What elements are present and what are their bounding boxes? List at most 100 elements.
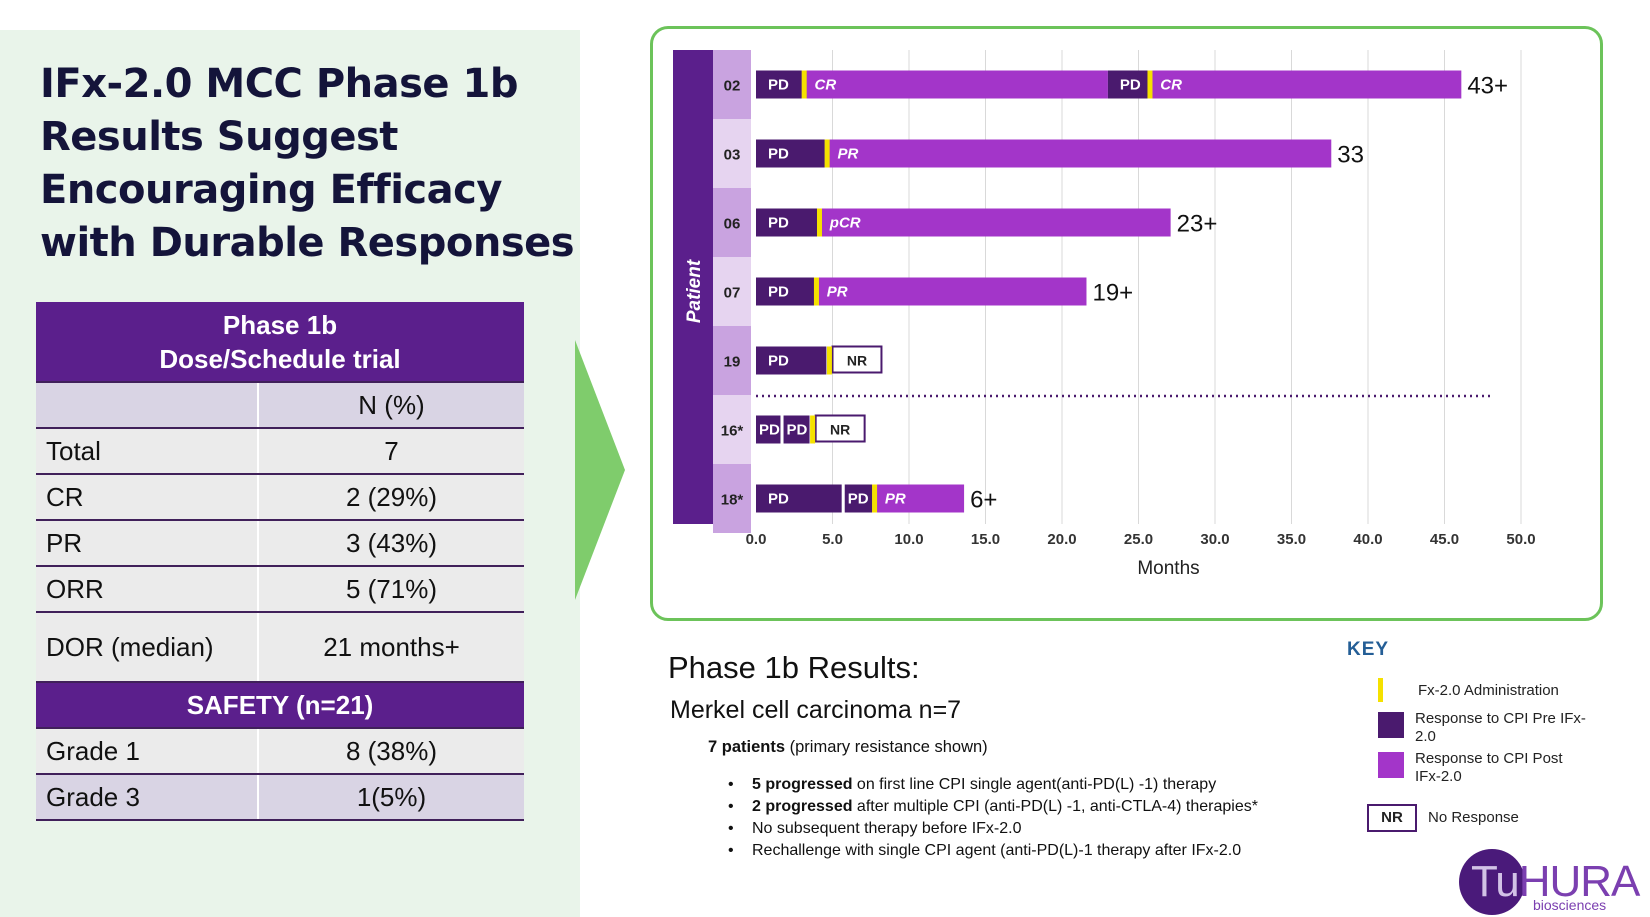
pre-bar <box>756 208 818 237</box>
bullet-text: Rechallenge with single CPI agent (anti-… <box>752 842 1242 859</box>
patient-id-label: 16* <box>721 423 744 440</box>
table-row: Total 7 <box>36 428 524 475</box>
row-label: Total <box>36 428 259 475</box>
row-label: CR <box>36 474 259 521</box>
admin-marker <box>824 139 830 168</box>
x-tick-label: 40.0 <box>1353 531 1382 548</box>
x-axis-label: Months <box>1137 558 1199 579</box>
row-label: PR <box>36 520 259 567</box>
patient-id-cell <box>713 50 751 119</box>
segment-label: PR <box>827 284 848 301</box>
x-tick-label: 50.0 <box>1506 531 1535 548</box>
bullet-text: after multiple CPI (anti-PD(L) -1, anti-… <box>852 798 1258 815</box>
pre-bar <box>1107 70 1148 99</box>
segment-label: CR <box>814 77 836 94</box>
results-bullets: 5 progressed on first line CPI single ag… <box>728 774 1288 862</box>
patient-id-label: 07 <box>724 285 741 302</box>
row-label: Grade 1 <box>36 728 259 775</box>
patient-id-label: 06 <box>724 216 741 233</box>
x-tick-label: 20.0 <box>1047 531 1076 548</box>
admin-marker <box>801 70 807 99</box>
patient-id-cell <box>713 464 751 533</box>
logo-hura: HURA <box>1518 857 1641 906</box>
segment-label: pCR <box>829 215 861 232</box>
pre-bar <box>756 70 802 99</box>
segment-label: PD <box>768 353 789 370</box>
x-tick-label: 35.0 <box>1277 531 1306 548</box>
row-value: 7 <box>258 428 524 475</box>
bullet-text: on first line CPI single agent(anti-PD(L… <box>852 776 1217 793</box>
admin-marker <box>816 208 822 237</box>
x-tick-label: 25.0 <box>1124 531 1153 548</box>
results-subtitle: Merkel cell carcinoma n=7 <box>670 696 962 724</box>
patient-id-label: 19 <box>724 354 741 371</box>
patient-id-cell <box>713 119 751 188</box>
post-bar <box>1152 70 1462 99</box>
post-bar <box>821 208 1171 237</box>
x-tick-label: 5.0 <box>822 531 843 548</box>
row-label: Grade 3 <box>36 774 259 821</box>
y-axis-band <box>673 50 713 524</box>
segment-label: NR <box>847 353 867 369</box>
row-label: ORR <box>36 566 259 613</box>
results-table: Phase 1b Dose/Schedule trial N (%) Total 7… <box>36 302 524 821</box>
nr-swatch: NR <box>1367 804 1417 832</box>
segment-label: PD <box>768 491 789 508</box>
table-row: Grade 3 1(5%) <box>36 774 524 821</box>
patient-id-cell <box>713 188 751 257</box>
segment-label: PD <box>768 215 789 232</box>
patients-rest: (primary resistance shown) <box>785 738 988 756</box>
bullet-text: No subsequent therapy before IFx-2.0 <box>752 820 1022 837</box>
patients-line: 7 patients (primary resistance shown) <box>708 738 988 757</box>
pre-bar <box>756 415 781 444</box>
legend-label: Response to CPI Post IFx-2.0 <box>1415 750 1563 785</box>
table-row: ORR 5 (71%) <box>36 566 524 613</box>
nr-box <box>814 414 866 443</box>
table-header-line2: Dose/Schedule trial <box>159 343 401 374</box>
admin-swatch <box>1378 678 1383 702</box>
post-bar <box>818 277 1087 306</box>
segment-label: PD <box>1120 77 1141 94</box>
segment-label: PR <box>885 491 906 508</box>
pre-bar <box>756 346 827 375</box>
post-bar <box>876 484 965 513</box>
logo-tu: Tu <box>1471 857 1520 906</box>
admin-marker <box>872 484 878 513</box>
logo-subtitle: biosciences <box>1533 897 1607 913</box>
post-swatch <box>1378 752 1404 778</box>
segment-label: PD <box>848 491 869 508</box>
nr-box <box>831 345 883 374</box>
segment-label: PD <box>768 77 789 94</box>
patient-id-cell <box>713 326 751 395</box>
patient-id-label: 03 <box>724 147 741 164</box>
logo-circle <box>1459 849 1525 915</box>
segment-label: CR <box>1160 77 1182 94</box>
pre-bar <box>756 277 815 306</box>
list-item: 5 progressed on first line CPI single ag… <box>728 774 1288 795</box>
col-header-empty <box>36 382 259 429</box>
list-item: 2 progressed after multiple CPI (anti-PD… <box>728 796 1288 817</box>
duration-label: 19+ <box>1092 280 1133 307</box>
admin-marker <box>813 277 819 306</box>
chevron-right-icon <box>575 340 625 600</box>
table-row: CR 2 (29%) <box>36 474 524 521</box>
safety-header: SAFETY (n=21) <box>36 682 524 729</box>
row-value: 8 (38%) <box>258 728 524 775</box>
duration-label: 43+ <box>1467 73 1508 100</box>
legend-label: Response to CPI Pre IFx-2.0 <box>1415 710 1586 745</box>
admin-marker <box>1147 70 1153 99</box>
results-title: Phase 1b Results: <box>668 650 920 685</box>
patient-id-label: 18* <box>721 492 744 509</box>
bullet-bold: 5 progressed <box>752 776 853 793</box>
legend-label: Fx-2.0 Administration <box>1418 682 1559 699</box>
segment-label: PD <box>768 284 789 301</box>
legend-label: No Response <box>1428 809 1519 826</box>
row-value: 5 (71%) <box>258 566 524 613</box>
swimmer-chart: 0.0 5.0 10.0 15.0 20.0 25.0 30.0 35.0 40.0 45.0 50… <box>673 50 1536 579</box>
x-tick-label: 10.0 <box>894 531 923 548</box>
patients-bold: 7 patients <box>708 738 786 756</box>
patient-id-cell <box>713 395 751 464</box>
post-bar <box>806 70 1108 99</box>
x-tick-label: 30.0 <box>1200 531 1229 548</box>
logo-wordmark: TuHURA <box>1471 857 1641 907</box>
